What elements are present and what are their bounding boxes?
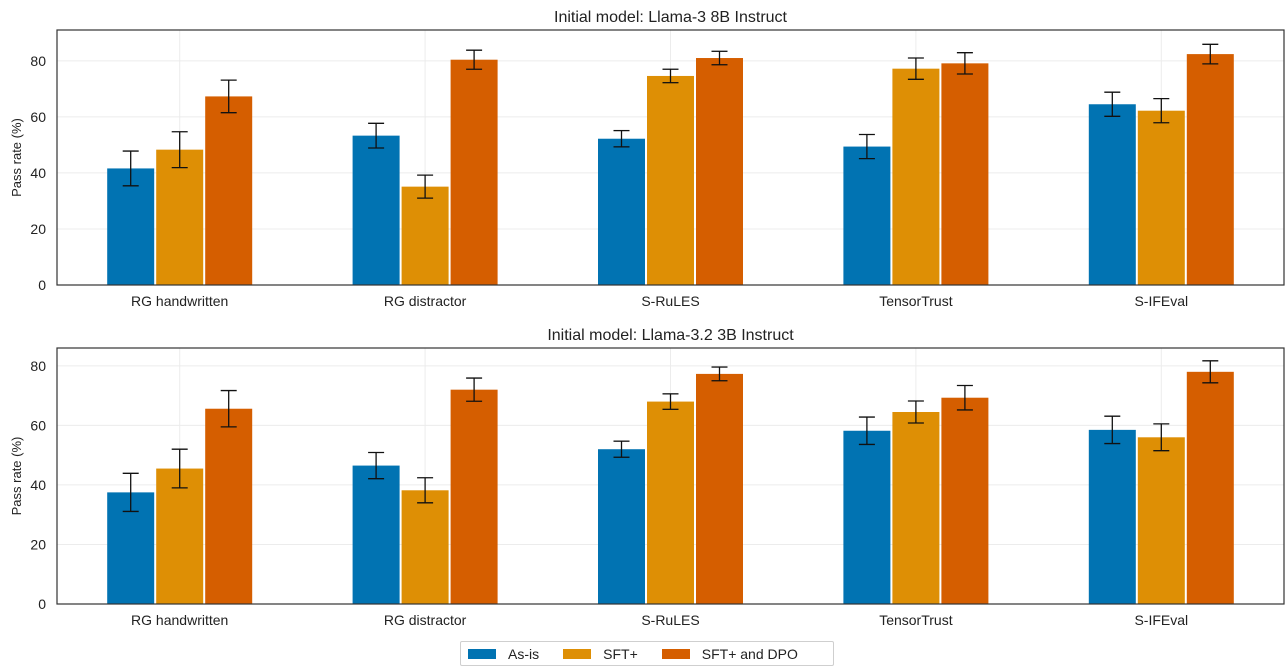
legend-label-as-is: As-is: [508, 645, 540, 662]
bar-sft-and-dpo-rg-distractor: [450, 389, 498, 604]
x-tick-label-s-ifeval: S-IFEval: [1134, 612, 1188, 628]
legend-item-as-is: As-is: [468, 646, 539, 662]
chart-panel-1: 0 20 40 60 80 RG handwritten RG distractor S-Ru…: [9, 9, 1285, 309]
y-axis-label: Pass rate (%): [9, 437, 24, 516]
bar-sft-s-ifeval: [1137, 110, 1185, 285]
bar-sft-rg-handwritten: [156, 149, 204, 285]
bar-sft-and-dpo-rg-handwritten: [205, 96, 253, 286]
chart-legend: As-is SFT+ SFT+ and DPO: [460, 641, 834, 666]
plot-frame: [56, 29, 1285, 286]
bar-sft-and-dpo-tensortrust: [941, 397, 989, 604]
x-tick-label-rg-handwritten: RG handwritten: [131, 612, 228, 628]
plot-frame: [56, 347, 1285, 605]
y-tick-label: 40: [30, 477, 46, 493]
bar-as-is-s-ifeval: [1088, 104, 1136, 285]
y-tick-label: 20: [30, 221, 46, 237]
bar-as-is-s-ifeval: [1088, 429, 1136, 604]
bar-sft-and-dpo-tensortrust: [941, 63, 989, 285]
bar-sft-s-rules: [647, 75, 694, 285]
x-tick-label-rg-handwritten: RG handwritten: [131, 293, 228, 309]
y-tick-label: 0: [38, 277, 46, 293]
y-tick-label: 60: [30, 417, 46, 433]
x-tick-label-tensortrust: TensorTrust: [879, 612, 953, 628]
chart-title: Initial model: Llama-3 8B Instruct: [554, 9, 788, 26]
legend-label-sft-plus: SFT+: [603, 645, 638, 662]
legend-swatch-as-is: [468, 648, 496, 659]
legend-swatch-sft-plus-dpo: [661, 648, 690, 659]
x-tick-label-s-ifeval: S-IFEval: [1134, 293, 1188, 309]
bar-sft-rg-handwritten: [156, 468, 204, 604]
legend-swatch-sft-plus: [563, 648, 592, 659]
y-axis-label: Pass rate (%): [9, 118, 24, 197]
bar-as-is-rg-distractor: [352, 465, 400, 604]
x-tick-label-s-rules: S-RuLES: [641, 293, 699, 309]
x-tick-label-s-rules: S-RuLES: [641, 612, 699, 628]
y-tick-label: 80: [30, 53, 46, 69]
y-tick-label: 60: [30, 109, 46, 125]
y-tick-label: 40: [30, 165, 46, 181]
y-tick-label: 0: [38, 596, 46, 612]
x-tick-label-rg-distractor: RG distractor: [384, 612, 467, 628]
bar-sft-s-ifeval: [1137, 437, 1185, 604]
legend-label-sft-plus-dpo: SFT+ and DPO: [701, 645, 798, 662]
bar-sft-s-rules: [647, 401, 694, 604]
bar-sft-and-dpo-rg-handwritten: [205, 408, 253, 604]
bar-sft-rg-distractor: [401, 490, 449, 604]
bar-sft-rg-distractor: [401, 186, 449, 285]
bar-as-is-s-rules: [598, 449, 645, 604]
legend-item-sft-plus: SFT+: [563, 646, 638, 662]
chart-panel-2: 0 20 40 60 80 RG handwritten RG distractor S-Ru…: [9, 327, 1285, 628]
legend-item-sft-plus-dpo: SFT+ and DPO: [661, 645, 798, 662]
y-tick-label: 20: [30, 536, 46, 552]
y-tick-label: 80: [30, 358, 46, 374]
bar-sft-and-dpo-s-ifeval: [1186, 371, 1234, 604]
bar-as-is-tensortrust: [843, 430, 891, 604]
bar-sft-tensortrust: [892, 412, 940, 604]
bar-sft-and-dpo-rg-distractor: [450, 59, 498, 286]
bar-as-is-s-rules: [598, 138, 645, 285]
bar-sft-and-dpo-s-rules: [696, 58, 743, 286]
bar-as-is-rg-distractor: [352, 135, 400, 285]
bar-sft-and-dpo-s-ifeval: [1186, 54, 1234, 285]
bar-sft-and-dpo-s-rules: [696, 373, 743, 604]
chart-title: Initial model: Llama-3.2 3B Instruct: [547, 327, 794, 344]
x-tick-label-tensortrust: TensorTrust: [879, 293, 953, 309]
bar-as-is-rg-handwritten: [107, 168, 155, 285]
bar-as-is-tensortrust: [843, 146, 891, 285]
bar-sft-tensortrust: [892, 68, 940, 286]
x-tick-label-rg-distractor: RG distractor: [384, 293, 467, 309]
chart-figure: 0 20 40 60 80 RG handwritten RG distractor S-Ru…: [9, 9, 1285, 628]
